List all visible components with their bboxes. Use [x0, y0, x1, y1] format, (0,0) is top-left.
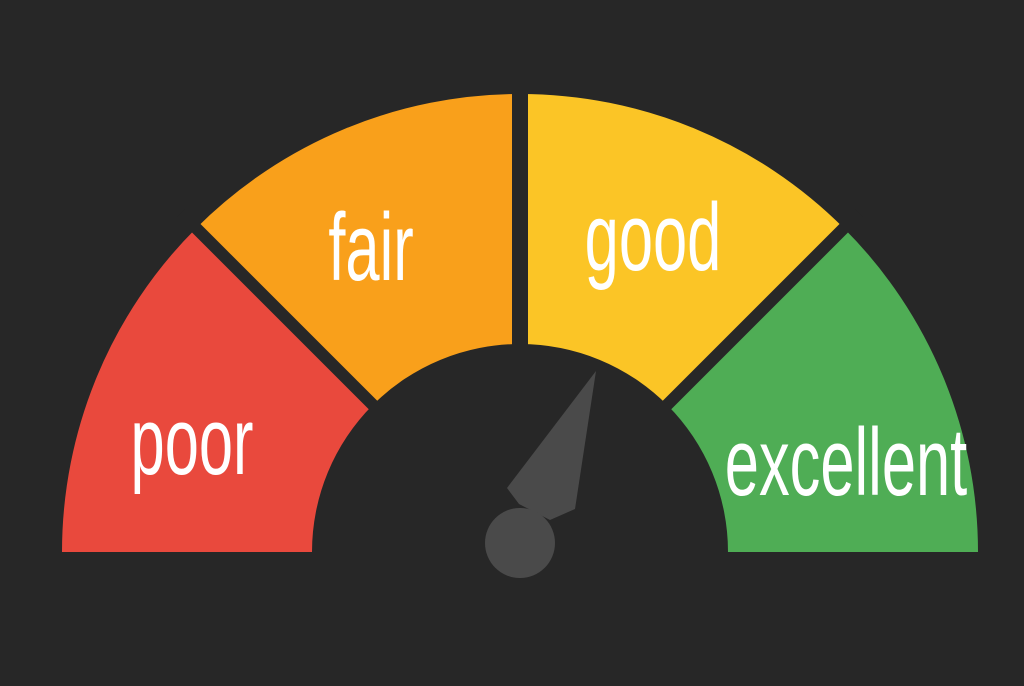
divider-poor-fair: [176, 208, 525, 557]
label-good: good: [585, 184, 722, 291]
needle-hub: [485, 508, 555, 578]
gauge-segments: [62, 94, 978, 552]
label-poor: poor: [131, 388, 254, 495]
gauge-needle: [485, 371, 596, 578]
segment-excellent: [667, 228, 978, 552]
label-excellent: excellent: [725, 409, 967, 516]
needle-pointer: [507, 371, 596, 520]
gauge-labels: poor fair good excellent: [131, 184, 968, 516]
segment-good: [520, 94, 844, 405]
segment-poor: [62, 228, 373, 552]
segment-fair: [196, 94, 520, 405]
label-fair: fair: [328, 194, 413, 301]
